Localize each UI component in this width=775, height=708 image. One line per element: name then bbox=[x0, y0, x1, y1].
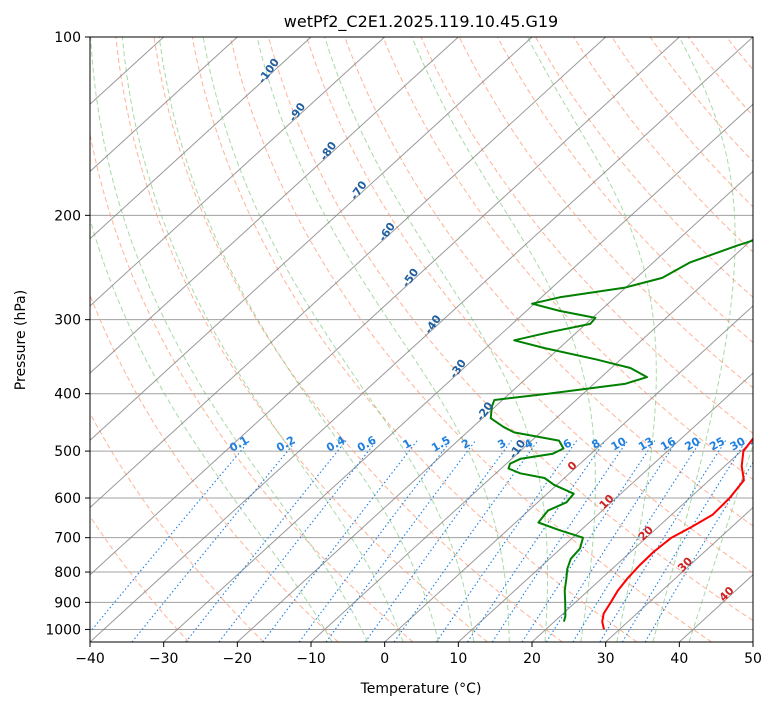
data-lines bbox=[489, 239, 753, 630]
dry-adiabat bbox=[115, 37, 488, 642]
mixing-ratio-line bbox=[364, 440, 512, 642]
y-tick-label: 200 bbox=[54, 208, 81, 224]
moist-adiabat bbox=[324, 37, 549, 642]
y-tick-label: 800 bbox=[54, 565, 81, 581]
temperature-trace bbox=[601, 437, 753, 630]
dry-adiabat bbox=[90, 412, 264, 642]
mixing-ratio-line bbox=[218, 440, 378, 642]
x-axis-title: Temperature (°C) bbox=[360, 681, 482, 697]
plot-frame bbox=[89, 36, 754, 643]
mixing-ratio-label: 36 bbox=[748, 434, 768, 453]
mixing-ratio-line bbox=[325, 440, 476, 642]
x-tick-label: 50 bbox=[744, 651, 762, 667]
dry-adiabat bbox=[153, 37, 563, 642]
x-tick-label: −40 bbox=[75, 651, 105, 667]
mixing-ratio-line bbox=[599, 440, 727, 642]
isotherm bbox=[605, 506, 753, 642]
x-tick-label: 20 bbox=[523, 651, 541, 667]
background-lines bbox=[90, 37, 753, 642]
moist-adiabat bbox=[202, 37, 475, 642]
isotherm bbox=[457, 372, 753, 642]
mixing-ratio-line bbox=[621, 440, 747, 642]
isotherm bbox=[90, 37, 459, 374]
dry-adiabat bbox=[191, 37, 638, 642]
y-tick-label: 700 bbox=[54, 531, 81, 547]
dewpoint-trace bbox=[489, 239, 753, 622]
moist-adiabat bbox=[90, 217, 333, 642]
dry-adiabat bbox=[268, 37, 753, 622]
mixing-ratio-line bbox=[545, 440, 678, 642]
y-tick-label: 900 bbox=[54, 595, 81, 611]
x-tick-label: −20 bbox=[223, 651, 253, 667]
isotherm bbox=[310, 237, 753, 642]
moist-adiabat bbox=[121, 37, 404, 642]
y-tick-label: 1000 bbox=[45, 622, 81, 638]
mixing-ratio-line bbox=[435, 440, 578, 642]
y-tick-label: 600 bbox=[54, 491, 81, 507]
dry-adiabat bbox=[382, 37, 753, 481]
y-tick-label: 500 bbox=[54, 444, 81, 460]
x-tick-label: 40 bbox=[670, 651, 688, 667]
x-tick-label: 10 bbox=[449, 651, 467, 667]
x-tick-label: −10 bbox=[296, 651, 326, 667]
dry-adiabat bbox=[535, 37, 753, 298]
isotherm bbox=[90, 37, 680, 576]
x-tick-label: 0 bbox=[380, 651, 389, 667]
moist-adiabat bbox=[158, 37, 439, 642]
moist-adiabat bbox=[411, 37, 596, 642]
isotherm bbox=[531, 439, 753, 642]
isotherm bbox=[90, 37, 238, 173]
isotherm bbox=[384, 305, 753, 642]
mixing-ratio-line bbox=[572, 440, 702, 642]
dry-adiabat bbox=[496, 37, 753, 344]
mixing-ratio-line bbox=[131, 440, 297, 642]
y-axis-title: Pressure (hPa) bbox=[13, 290, 29, 390]
isotherm bbox=[90, 37, 753, 642]
isotherm bbox=[90, 37, 607, 509]
axes: −40 −30 −20 −10 0 10 20 30 40 50 100 200 300 400 500 60… bbox=[45, 30, 762, 667]
dry-adiabat bbox=[306, 37, 753, 574]
y-tick-label: 300 bbox=[54, 313, 81, 329]
moist-adiabat bbox=[652, 37, 736, 642]
x-tick-label: −30 bbox=[149, 651, 179, 667]
chart-title: wetPf2_C2E1.2025.119.10.45.G19 bbox=[284, 12, 558, 32]
mixing-ratio-line bbox=[491, 440, 629, 642]
x-tick-label: 30 bbox=[597, 651, 615, 667]
y-tick-label: 100 bbox=[54, 30, 81, 46]
isotherm bbox=[90, 37, 312, 240]
isotherm bbox=[90, 37, 386, 307]
moist-adiabat bbox=[256, 37, 510, 642]
y-tick-label: 400 bbox=[54, 387, 81, 403]
mixing-ratio-line bbox=[90, 440, 251, 633]
isotherm bbox=[90, 37, 533, 442]
mixing-ratio-line bbox=[521, 440, 656, 642]
isotherm bbox=[163, 103, 753, 642]
dry-adiabat bbox=[420, 37, 753, 435]
mixing-ratio-line bbox=[467, 440, 606, 642]
isotherm bbox=[236, 170, 753, 642]
